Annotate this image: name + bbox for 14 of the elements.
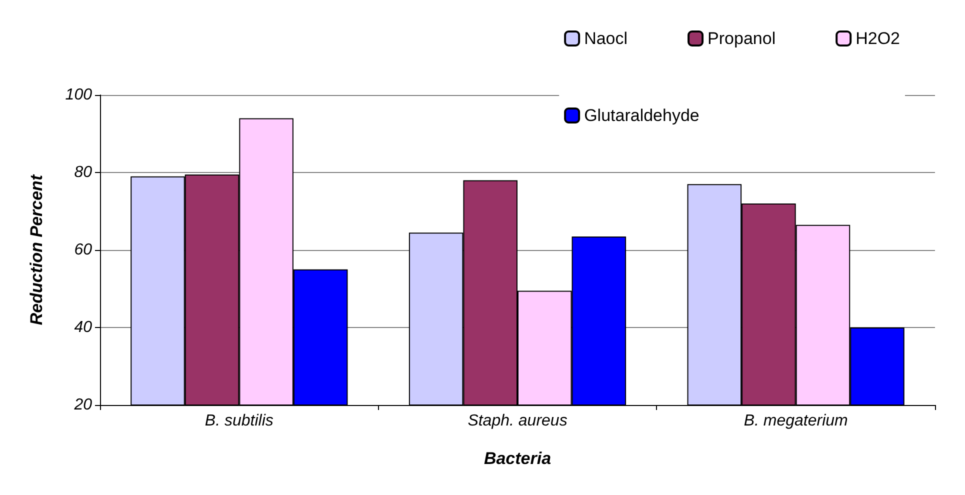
legend-label: Glutaraldehyde [584,106,700,125]
y-tick-label: 100 [65,86,92,104]
y-tick-label: 60 [74,242,92,258]
x-tick-label: Staph. aureus [468,412,568,430]
x-axis-title: Bacteria [484,449,552,468]
legend-label: Propanol [708,29,776,48]
y-tick-label: 20 [73,396,92,414]
x-tick-label: B. megaterium [744,412,848,430]
x-tick-label: B. subtilis [204,412,274,430]
y-tick-label: 80 [74,164,92,181]
y-axis-title: Reduction Percent [27,174,46,326]
legend-label: H2O2 [856,29,900,48]
y-tick-label: 40 [74,319,92,336]
legend-label: Naocl [584,29,628,48]
